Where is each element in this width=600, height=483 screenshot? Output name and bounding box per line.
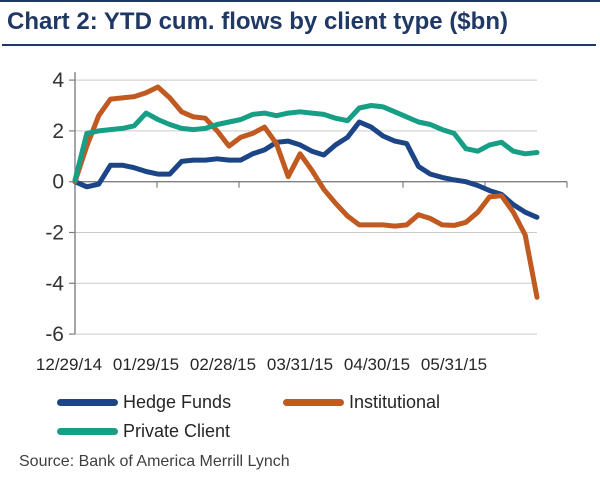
svg-text:02/28/15: 02/28/15 bbox=[190, 355, 256, 374]
svg-text:2: 2 bbox=[52, 120, 64, 143]
legend-label-hedge-funds: Hedge Funds bbox=[123, 392, 232, 412]
svg-text:-6: -6 bbox=[45, 323, 64, 346]
legend-row-2: Private Client bbox=[0, 417, 600, 446]
legend-item-private-client: Private Client bbox=[57, 417, 230, 446]
chart-canvas: 4 2 0 -2 -4 -6 12/29/14 01/29/15 02/28/15 03/31/1… bbox=[36, 69, 568, 374]
hedge-funds-line-swatch-icon bbox=[57, 399, 118, 406]
svg-text:05/31/15: 05/31/15 bbox=[421, 355, 487, 374]
svg-text:4: 4 bbox=[52, 69, 64, 92]
legend: Hedge Funds Institutional Private Client bbox=[0, 388, 600, 446]
svg-text:01/29/15: 01/29/15 bbox=[113, 355, 179, 374]
legend-item-institutional: Institutional bbox=[283, 388, 440, 417]
svg-text:12/29/14: 12/29/14 bbox=[36, 355, 102, 374]
legend-row-1: Hedge Funds Institutional bbox=[0, 388, 600, 417]
private-client-line-swatch-icon bbox=[57, 428, 118, 435]
svg-text:03/31/15: 03/31/15 bbox=[267, 355, 333, 374]
legend-label-institutional: Institutional bbox=[349, 392, 441, 412]
legend-item-hedge-funds: Hedge Funds bbox=[57, 388, 231, 417]
chart-title: Chart 2: YTD cum. flows by client type (… bbox=[7, 8, 508, 35]
svg-text:0: 0 bbox=[52, 171, 64, 194]
legend-label-private-client: Private Client bbox=[123, 421, 231, 441]
top-border-line bbox=[0, 0, 600, 2]
svg-text:04/30/15: 04/30/15 bbox=[344, 355, 410, 374]
source-note: Source: Bank of America Merrill Lynch bbox=[19, 453, 290, 470]
title-underline bbox=[2, 44, 596, 46]
svg-text:-2: -2 bbox=[45, 222, 64, 245]
svg-text:-4: -4 bbox=[45, 272, 64, 295]
institutional-line-swatch-icon bbox=[283, 399, 344, 406]
